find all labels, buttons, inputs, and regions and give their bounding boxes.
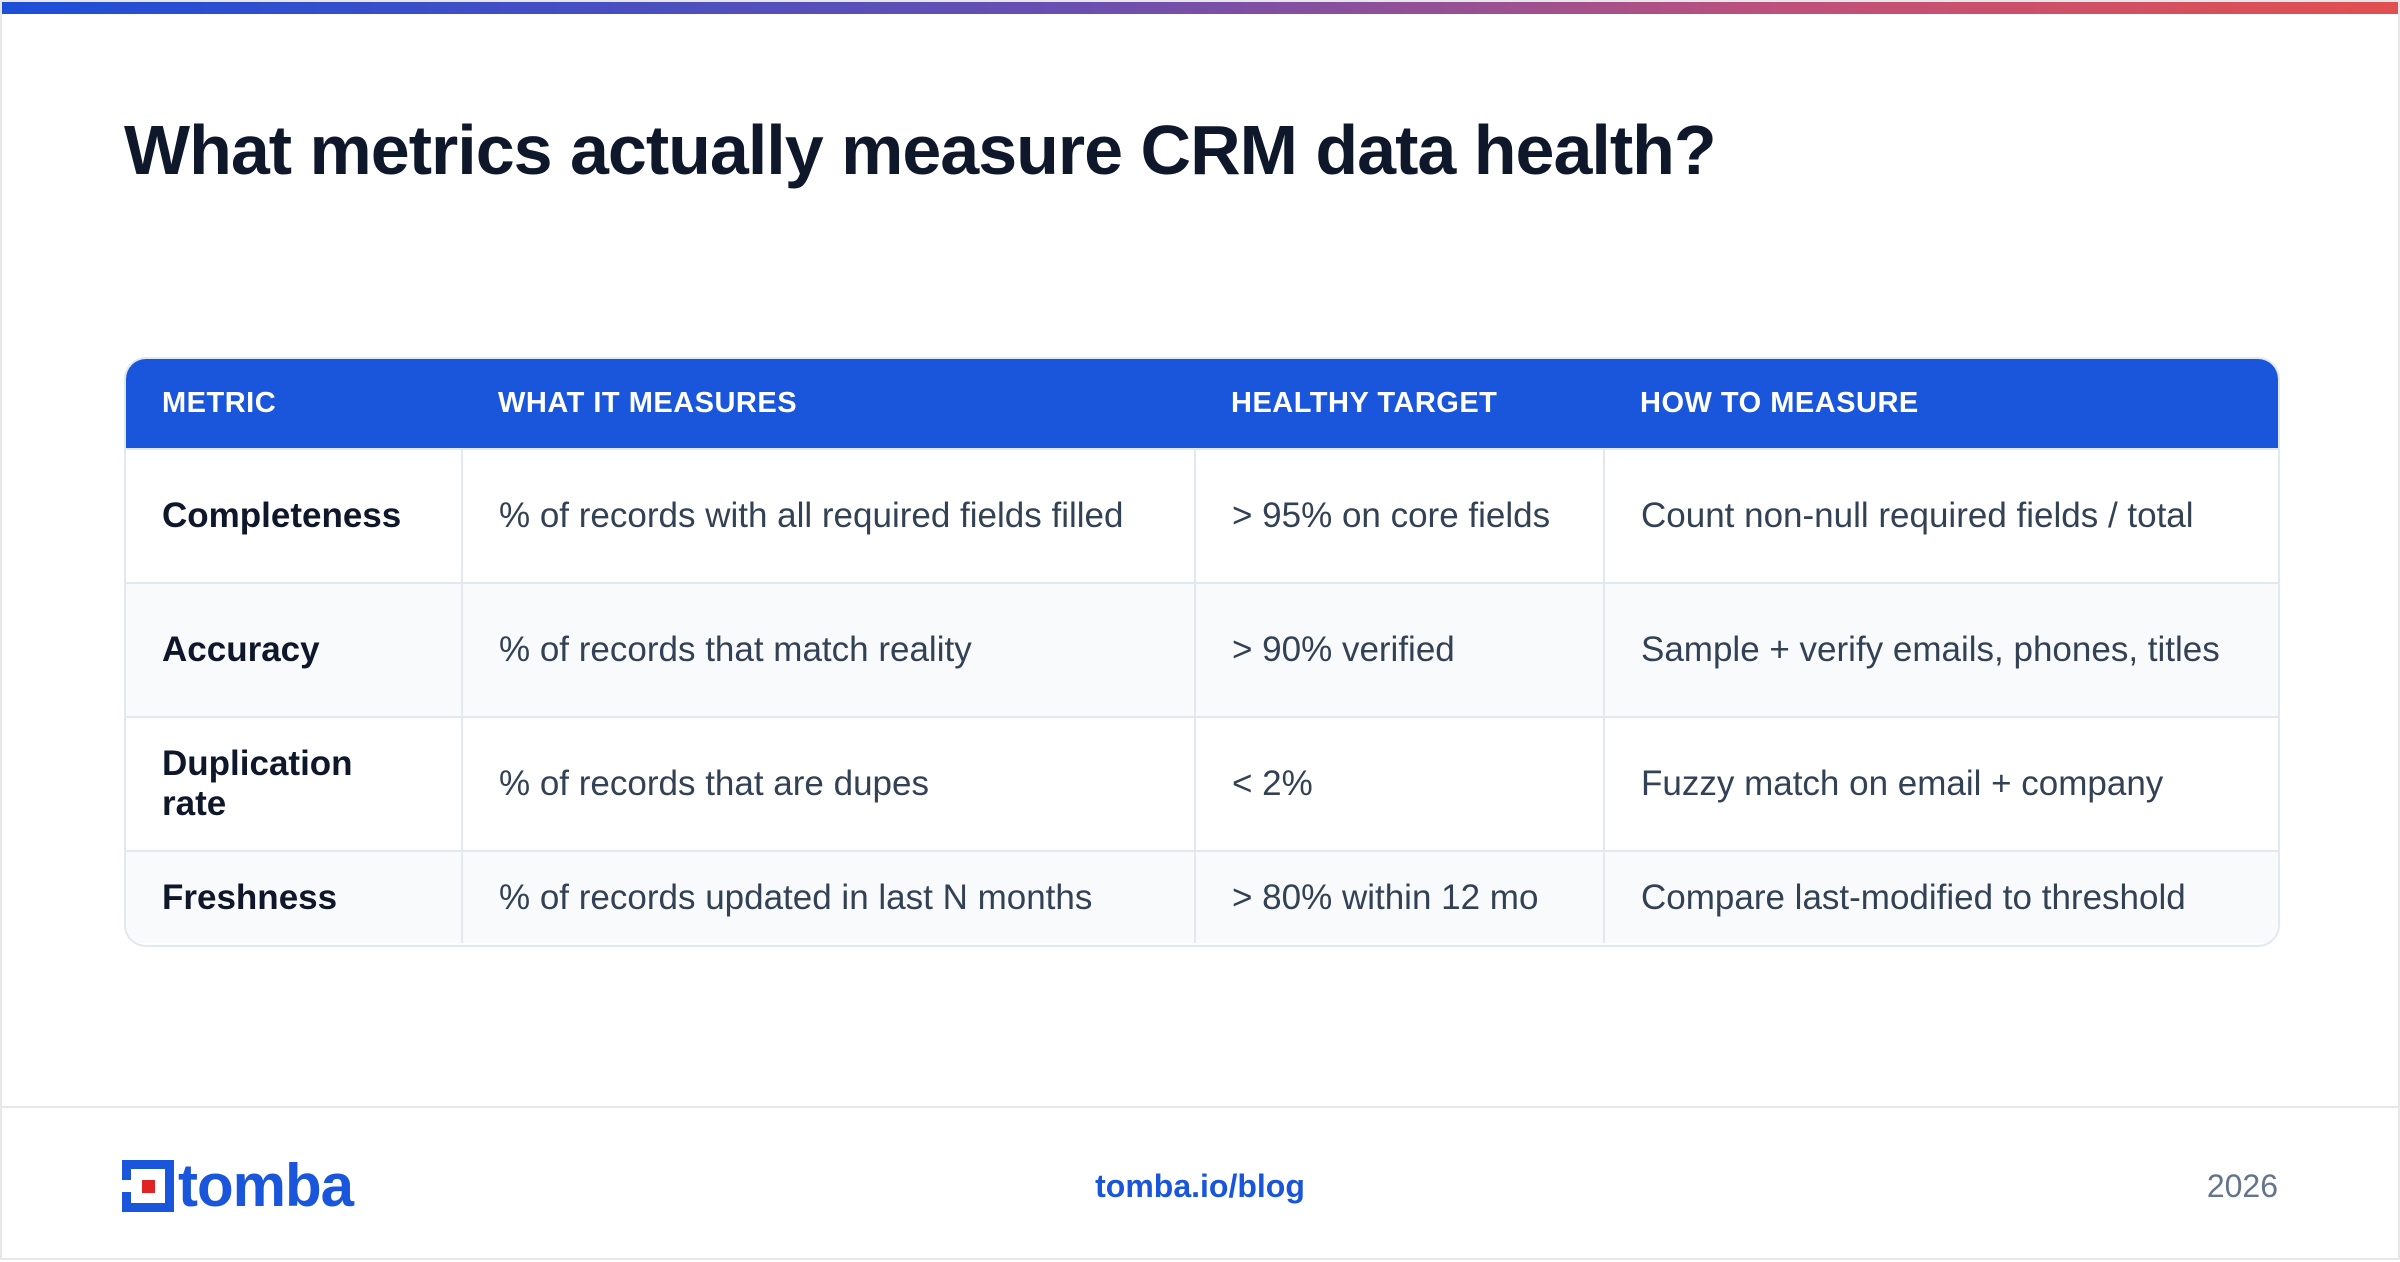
healthy-target-cell: < 2% [1195, 716, 1605, 851]
how-to-measure-cell: Count non-null required fields / total [1604, 448, 2278, 583]
metrics-table: METRIC WHAT IT MEASURES HEALTHY TARGET H… [126, 359, 2278, 943]
blog-link[interactable]: tomba.io/blog [1095, 1168, 1305, 1204]
how-to-measure-cell: Fuzzy match on email + company [1604, 716, 2278, 851]
metric-cell: Duplication rate [126, 716, 463, 851]
metric-cell: Accuracy [126, 582, 463, 717]
table-row: Completeness % of records with all requi… [126, 448, 2278, 583]
page-title: What metrics actually measure CRM data h… [124, 111, 1717, 189]
table-row: Freshness % of records updated in last N… [126, 850, 2278, 943]
logo-wordmark: tomba [178, 1152, 354, 1219]
metrics-table-card: METRIC WHAT IT MEASURES HEALTHY TARGET H… [124, 357, 2280, 947]
how-to-measure-cell: Compare last-modified to threshold [1604, 850, 2278, 943]
what-it-measures-cell: % of records with all required fields fi… [462, 448, 1196, 583]
table-row: Accuracy % of records that match reality… [126, 582, 2278, 717]
what-it-measures-cell: % of records that are dupes [462, 716, 1196, 851]
table-row: Duplication rate % of records that are d… [126, 716, 2278, 851]
footer: tomba tomba.io/blog 2026 [2, 1106, 2398, 1262]
gradient-accent-bar [2, 2, 2398, 14]
metric-cell: Completeness [126, 448, 463, 583]
healthy-target-cell: > 95% on core fields [1195, 448, 1605, 583]
metric-cell: Freshness [126, 850, 463, 943]
table-header-row: METRIC WHAT IT MEASURES HEALTHY TARGET H… [126, 359, 2278, 449]
column-header-healthy-target: HEALTHY TARGET [1195, 359, 1604, 449]
column-header-how-to-measure: HOW TO MEASURE [1604, 359, 2278, 449]
footer-year: 2026 [2206, 1168, 2278, 1204]
healthy-target-cell: > 80% within 12 mo [1195, 850, 1605, 943]
what-it-measures-cell: % of records that match reality [462, 582, 1196, 717]
tomba-logo[interactable]: tomba [122, 1152, 354, 1219]
healthy-target-cell: > 90% verified [1195, 582, 1605, 717]
tomba-logo-icon [122, 1160, 174, 1212]
what-it-measures-cell: % of records updated in last N months [462, 850, 1196, 943]
column-header-metric: METRIC [126, 359, 462, 449]
column-header-what-it-measures: WHAT IT MEASURES [462, 359, 1195, 449]
how-to-measure-cell: Sample + verify emails, phones, titles [1604, 582, 2278, 717]
